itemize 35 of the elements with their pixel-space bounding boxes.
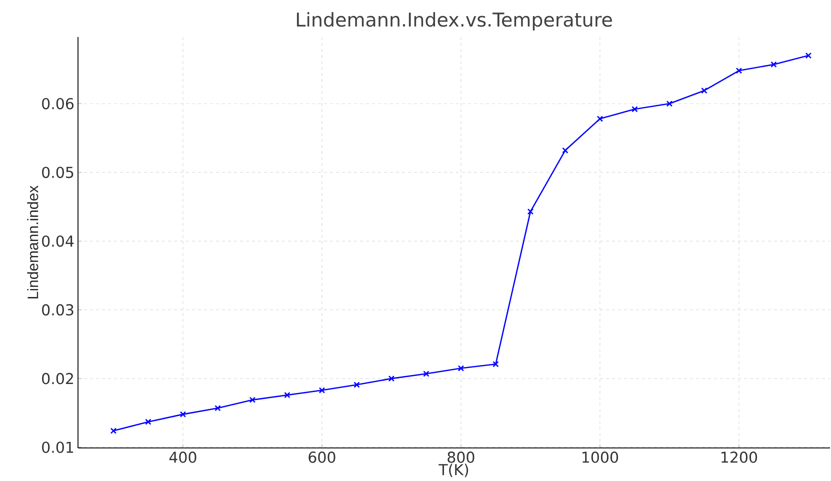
point	[666, 100, 673, 107]
y-tick-label: 0.03	[42, 304, 74, 316]
point	[492, 361, 499, 368]
x-tick-label: 600	[308, 452, 336, 463]
point	[770, 61, 777, 68]
point	[632, 106, 638, 112]
y-tick-label: 0.02	[42, 372, 73, 384]
point	[180, 411, 186, 418]
point	[249, 396, 256, 403]
x-tick-label: 800	[448, 452, 474, 463]
point	[388, 375, 395, 382]
point	[110, 428, 117, 434]
point	[458, 365, 464, 372]
x-tick-label: 400	[169, 452, 196, 463]
x-axis-title: T(K)	[438, 464, 468, 478]
y-tick-label: 0.05	[42, 166, 74, 178]
y-tick-label: 0.01	[42, 442, 74, 453]
y-axis-title: Lindemann.index	[27, 186, 38, 298]
point	[596, 116, 604, 122]
x-tick-label: 1000	[582, 452, 618, 463]
point	[736, 68, 742, 74]
point	[701, 87, 708, 94]
point	[145, 418, 152, 425]
point	[805, 52, 812, 59]
point	[527, 208, 534, 215]
point	[562, 147, 568, 154]
x-tick-label: 1200	[722, 452, 758, 463]
point	[284, 392, 290, 398]
point	[354, 382, 360, 388]
point	[214, 405, 221, 412]
y-tick-label: 0.04	[42, 235, 74, 247]
point	[423, 370, 430, 377]
point	[318, 387, 326, 394]
chart-title: Lindemann.Index.vs.Temperature	[296, 12, 612, 30]
y-tick-label: 0.06	[42, 98, 74, 110]
